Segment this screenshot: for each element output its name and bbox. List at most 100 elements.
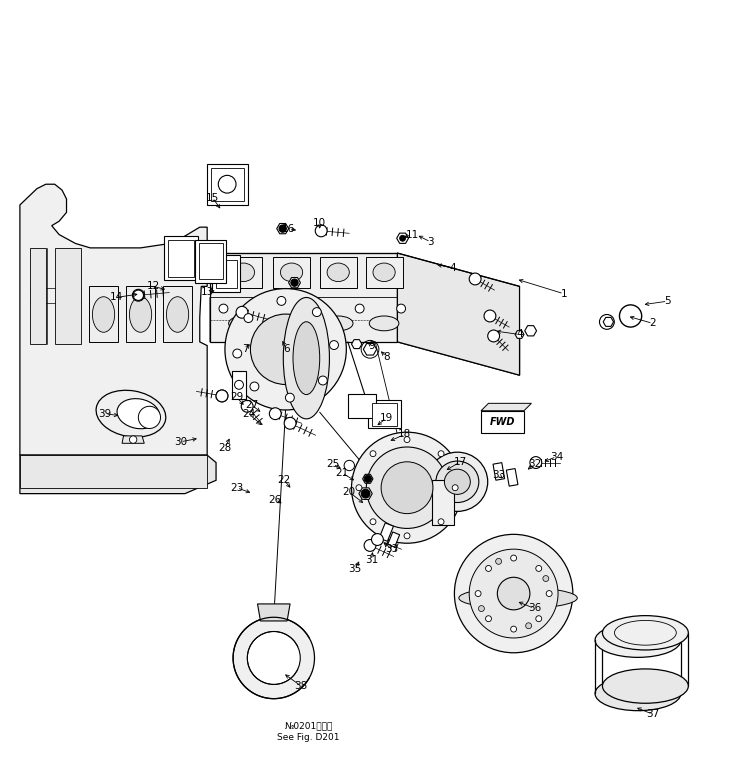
Polygon shape [210,253,398,342]
Ellipse shape [369,316,399,331]
Circle shape [510,626,516,632]
Ellipse shape [233,263,255,282]
Ellipse shape [229,316,259,331]
Circle shape [309,304,318,313]
Text: 4: 4 [516,329,523,339]
Circle shape [330,341,339,349]
Polygon shape [30,248,46,344]
Text: 35: 35 [348,564,362,574]
Text: 5: 5 [664,296,671,307]
Ellipse shape [427,452,487,512]
Circle shape [484,310,496,322]
Bar [368,400,401,428]
Circle shape [319,376,327,385]
Circle shape [291,279,298,286]
Text: 16: 16 [282,224,295,234]
Polygon shape [126,286,155,342]
Text: 28: 28 [218,443,232,452]
Bar [207,165,248,205]
Polygon shape [276,224,288,234]
Circle shape [315,225,327,237]
Circle shape [284,417,296,429]
Text: 27: 27 [245,400,259,410]
Circle shape [138,406,160,428]
Circle shape [247,632,300,684]
Polygon shape [351,339,362,349]
Text: 18: 18 [398,430,412,439]
Circle shape [351,432,463,543]
Text: 31: 31 [365,555,378,566]
Bar [199,243,223,279]
Text: 29: 29 [230,392,244,402]
Circle shape [236,307,248,318]
Polygon shape [398,253,519,375]
Ellipse shape [92,296,114,332]
Ellipse shape [603,615,688,650]
Circle shape [536,615,542,622]
Ellipse shape [444,470,470,495]
Bar [195,239,227,282]
Ellipse shape [373,263,395,282]
Text: 36: 36 [528,604,541,613]
Bar [212,255,241,292]
Text: 4: 4 [450,263,456,273]
Text: 13: 13 [201,287,214,297]
Circle shape [250,314,321,385]
Circle shape [404,437,410,442]
Text: 8: 8 [383,352,389,362]
Circle shape [344,460,354,470]
Circle shape [526,622,531,629]
Circle shape [355,304,364,313]
Ellipse shape [117,399,160,429]
Bar [348,395,376,418]
Bar [164,236,198,281]
Circle shape [510,555,516,561]
Text: 6: 6 [283,344,290,354]
Bar [319,257,357,288]
Text: 24: 24 [243,410,256,420]
Bar [168,239,194,277]
Text: 10: 10 [313,218,326,229]
Circle shape [485,615,491,622]
Circle shape [487,330,499,342]
Circle shape [216,390,228,402]
Polygon shape [506,469,518,486]
Circle shape [279,225,286,232]
Text: 30: 30 [174,437,187,447]
Polygon shape [493,463,504,480]
Circle shape [470,549,558,638]
Text: 34: 34 [550,452,563,462]
Circle shape [381,462,433,513]
Polygon shape [122,436,144,443]
Circle shape [397,304,406,313]
Text: 20: 20 [343,488,356,497]
Circle shape [438,519,444,525]
Circle shape [455,534,573,653]
Circle shape [277,296,286,305]
Circle shape [216,390,228,402]
Polygon shape [388,532,400,547]
Text: 9: 9 [369,341,374,350]
Circle shape [233,617,314,699]
Polygon shape [379,523,394,541]
Circle shape [366,447,448,528]
Ellipse shape [293,322,319,395]
Text: №0201図参照
See Fig. D201: №0201図参照 See Fig. D201 [277,722,340,743]
Circle shape [372,534,383,545]
Ellipse shape [323,316,353,331]
Circle shape [270,408,281,420]
Text: 39: 39 [98,409,111,419]
Text: 22: 22 [278,475,291,485]
Text: 2: 2 [649,318,656,328]
Text: 38: 38 [294,681,308,691]
Circle shape [438,451,444,456]
Circle shape [361,489,370,498]
Text: 33: 33 [492,470,505,480]
Ellipse shape [595,623,681,658]
Bar [273,257,310,288]
Bar [211,168,244,201]
Polygon shape [363,343,377,355]
Text: 33: 33 [386,544,399,554]
Text: 17: 17 [454,457,467,466]
Circle shape [312,307,321,317]
